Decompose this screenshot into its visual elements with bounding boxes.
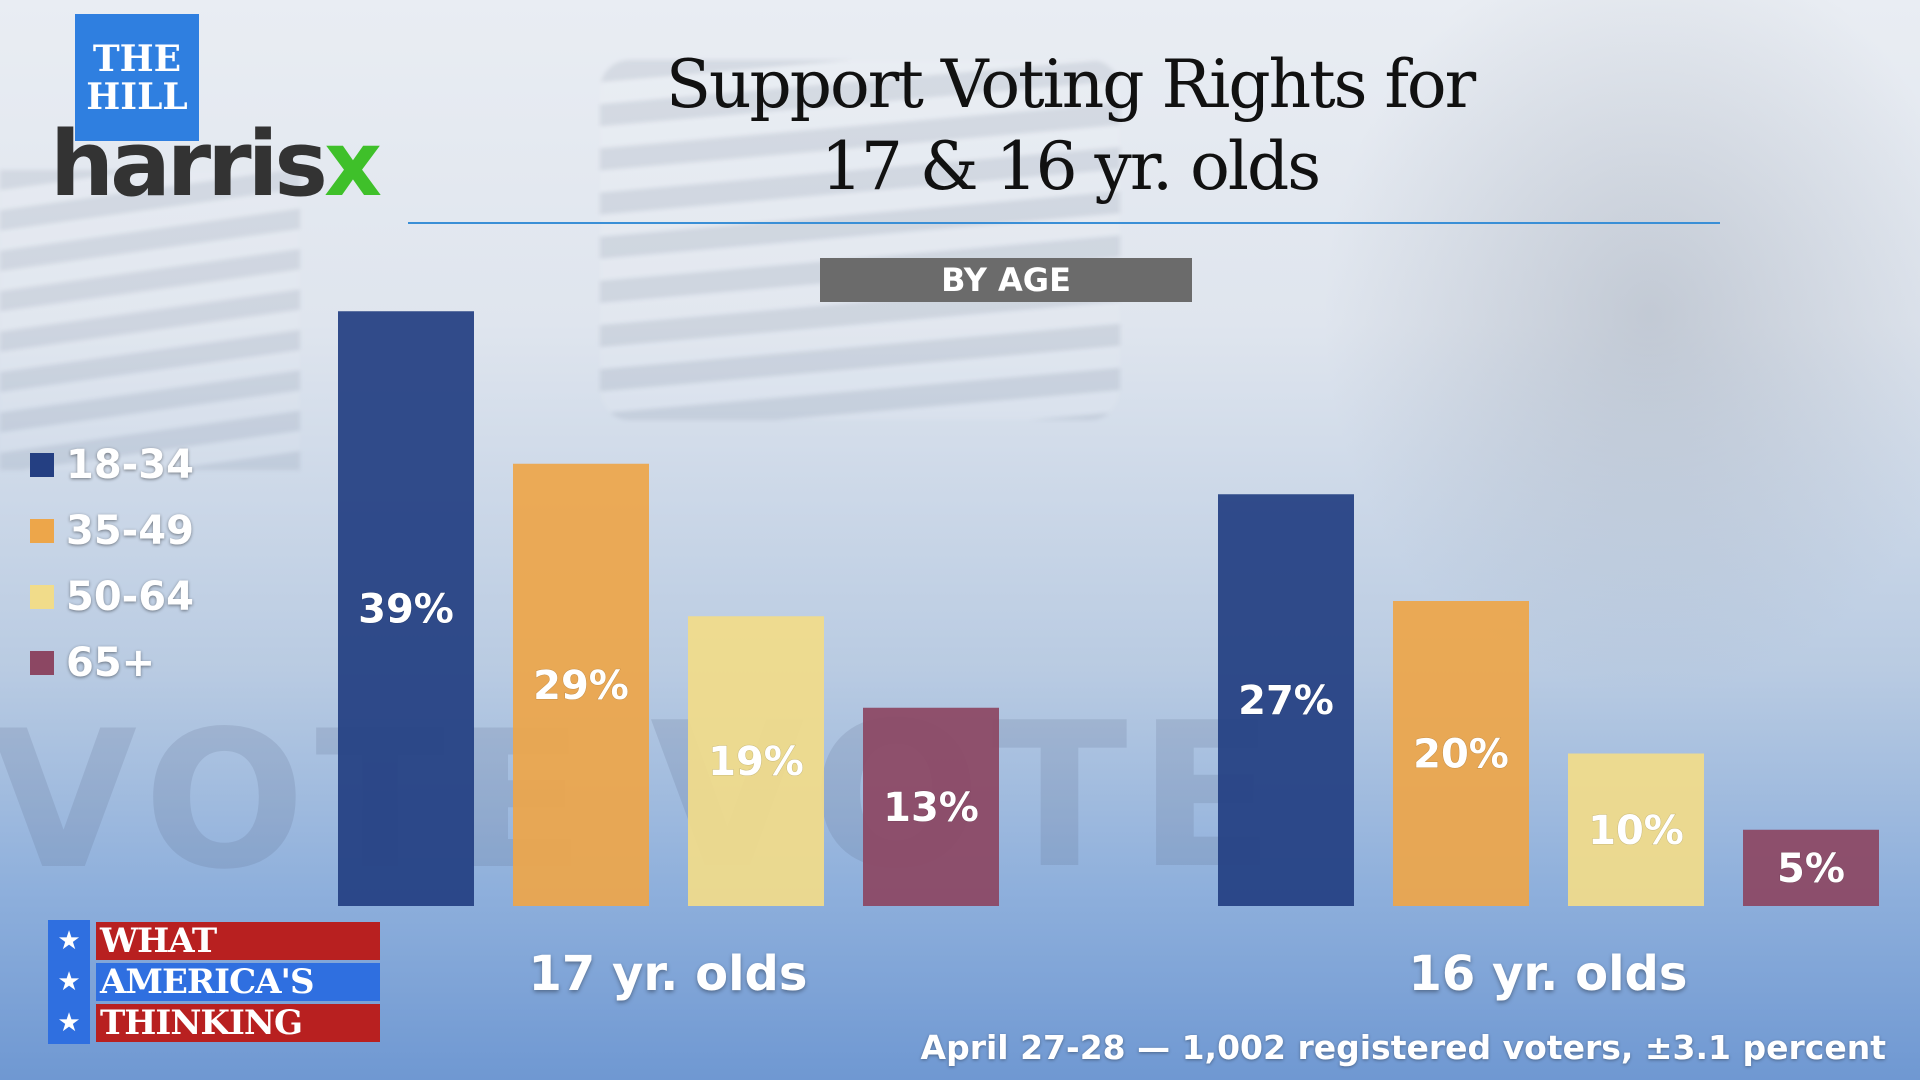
source-footnote: April 27-28 — 1,002 registered voters, ±… xyxy=(920,1028,1886,1067)
legend-swatch-35-49 xyxy=(30,519,54,543)
wat-line-americas: AMERICA'S xyxy=(96,963,380,1001)
wat-line-thinking: THINKING xyxy=(96,1004,380,1042)
the-hill-logo: THE HILL xyxy=(75,14,199,141)
data-label-17yo-35-49: 29% xyxy=(533,663,629,709)
wat-line-what: WHAT xyxy=(96,922,380,960)
harrisx-logo: harrisx xyxy=(50,120,382,210)
data-label-16yo-18-34: 27% xyxy=(1238,678,1334,724)
background-flag xyxy=(600,60,1120,420)
chart-legend: 18-34 35-49 50-64 65+ xyxy=(30,432,194,696)
category-label-16-yr-olds: 16 yr. olds xyxy=(1408,946,1688,1002)
data-label-17yo-65-plus: 13% xyxy=(883,785,979,831)
legend-swatch-50-64 xyxy=(30,585,54,609)
chart-title-line2: 17 & 16 yr. olds xyxy=(820,128,1321,205)
legend-label-35-49: 35-49 xyxy=(66,508,194,554)
harrisx-logo-x: x xyxy=(324,112,382,217)
legend-swatch-65-plus xyxy=(30,651,54,675)
harrisx-logo-main: harris xyxy=(50,112,328,217)
background-hand xyxy=(1320,0,1920,700)
bar-17yo-50-64 xyxy=(688,616,824,906)
bar-16yo-18-34 xyxy=(1218,494,1354,906)
legend-item-65-plus: 65+ xyxy=(30,630,194,696)
what-americas-thinking-logo: ★ ★ ★ WHAT AMERICA'S THINKING xyxy=(48,920,380,1044)
bar-16yo-65-plus xyxy=(1743,829,1879,906)
legend-swatch-18-34 xyxy=(30,453,54,477)
bar-16yo-35-49 xyxy=(1393,601,1529,906)
bar-17yo-65-plus xyxy=(863,707,999,906)
legend-label-50-64: 50-64 xyxy=(66,574,194,620)
background-flag-left xyxy=(0,170,300,470)
star-icon: ★ xyxy=(57,925,81,956)
data-label-17yo-50-64: 19% xyxy=(708,739,804,785)
chart-title: Support Voting Rights for 17 & 16 yr. ol… xyxy=(560,44,1580,208)
legend-item-18-34: 18-34 xyxy=(30,432,194,498)
data-label-16yo-35-49: 20% xyxy=(1413,732,1509,778)
legend-label-18-34: 18-34 xyxy=(66,442,194,488)
legend-label-65-plus: 65+ xyxy=(66,640,156,686)
bar-17yo-35-49 xyxy=(513,463,649,906)
star-icon: ★ xyxy=(57,1008,81,1039)
chart-title-line1: Support Voting Rights for xyxy=(665,46,1476,123)
title-divider xyxy=(408,222,1720,224)
the-hill-logo-line2: HILL xyxy=(86,75,188,118)
data-label-16yo-65-plus: 5% xyxy=(1777,846,1845,892)
background-vote-text-left: VOTE xyxy=(0,690,595,911)
the-hill-logo-line1: THE xyxy=(92,37,182,80)
chart-subtitle: BY AGE xyxy=(820,258,1192,302)
bar-16yo-50-64 xyxy=(1568,753,1704,906)
bar-17yo-18-34 xyxy=(338,311,474,906)
star-icon: ★ xyxy=(57,966,81,997)
category-label-17-yr-olds: 17 yr. olds xyxy=(528,946,808,1002)
legend-item-35-49: 35-49 xyxy=(30,498,194,564)
legend-item-50-64: 50-64 xyxy=(30,564,194,630)
wat-stars: ★ ★ ★ xyxy=(48,920,90,1044)
data-label-17yo-18-34: 39% xyxy=(358,587,454,633)
data-label-16yo-50-64: 10% xyxy=(1588,808,1684,854)
